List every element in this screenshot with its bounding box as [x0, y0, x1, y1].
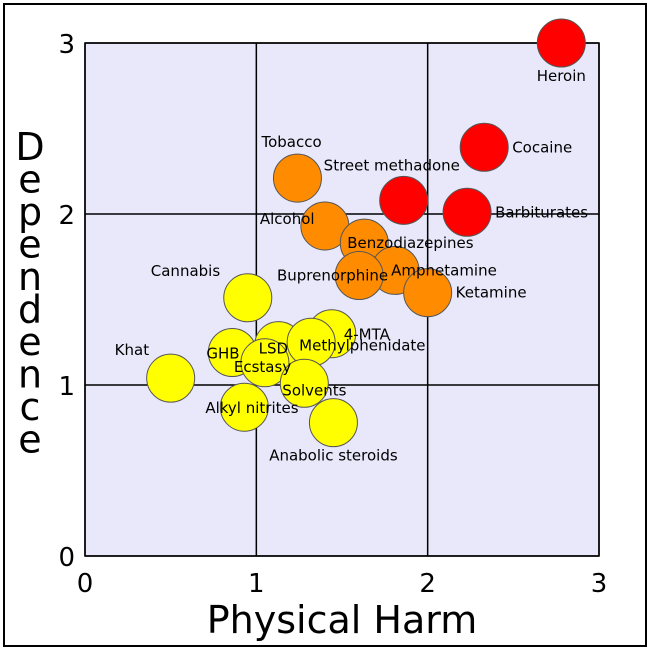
point-label: 4-MTA	[344, 326, 391, 344]
point-labels: Heroin Cocaine Barbiturates Street methadon…	[115, 67, 589, 465]
point-label: Cocaine	[512, 138, 572, 156]
data-point	[442, 187, 492, 237]
tick-labels: 0 1 2 3 0 1 2 3	[58, 30, 607, 599]
x-tick-label: 3	[591, 569, 608, 599]
point-label: Ketamine	[456, 284, 527, 302]
y-axis-label-letter: c	[20, 385, 41, 429]
data-point	[279, 358, 329, 408]
point-label: Anabolic steroids	[269, 447, 398, 465]
plot-area	[84, 42, 600, 557]
point-label: GHB	[206, 345, 239, 363]
data-point	[219, 382, 269, 432]
point-label: Barbiturates	[495, 203, 588, 221]
y-axis-label-letter: e	[18, 223, 41, 267]
point-label: Benzodiazepines	[347, 234, 473, 252]
point-label: Tobacco	[260, 133, 321, 151]
point-label: Buprenorphine	[277, 267, 388, 285]
data-points	[146, 18, 586, 448]
x-tick-label: 2	[419, 569, 436, 599]
data-point	[379, 175, 429, 225]
point-label: Alkyl nitrites	[205, 399, 298, 417]
data-point	[240, 338, 290, 388]
x-tick-label: 1	[248, 569, 265, 599]
data-point	[272, 153, 322, 203]
point-label: Heroin	[537, 67, 586, 85]
x-axis-label: Physical Harm	[207, 598, 478, 642]
y-axis-label-letter: d	[18, 288, 42, 332]
data-point	[146, 353, 196, 403]
y-axis-label-letter: p	[18, 190, 42, 234]
point-label: Khat	[115, 341, 150, 359]
y-axis-label-letter: e	[18, 320, 41, 364]
point-label: LSD	[259, 340, 288, 358]
data-point	[334, 251, 384, 301]
y-tick-label: 0	[58, 543, 75, 573]
point-label: Amphetamine	[391, 261, 497, 279]
data-point	[536, 18, 586, 68]
y-axis-label-letter: D	[15, 125, 44, 169]
y-tick-label: 1	[58, 372, 75, 402]
point-label: Street methadone	[324, 156, 460, 174]
point-label: Solvents	[282, 381, 346, 399]
point-label: Alcohol	[260, 210, 315, 228]
y-axis-label-letter: e	[18, 158, 41, 202]
y-axis-label-letter: n	[18, 353, 42, 397]
y-tick-label: 2	[58, 201, 75, 231]
data-point	[308, 398, 358, 448]
data-point	[459, 122, 509, 172]
point-label: Cannabis	[151, 262, 221, 280]
data-point	[403, 268, 453, 318]
y-tick-label: 3	[58, 30, 75, 60]
data-point	[223, 273, 273, 323]
y-axis-label-letter: n	[18, 255, 42, 299]
x-tick-label: 0	[77, 569, 94, 599]
point-label: Methylphenidate	[299, 336, 425, 354]
y-axis-label-letter: e	[18, 418, 41, 462]
point-label: Ecstasy	[234, 358, 291, 376]
